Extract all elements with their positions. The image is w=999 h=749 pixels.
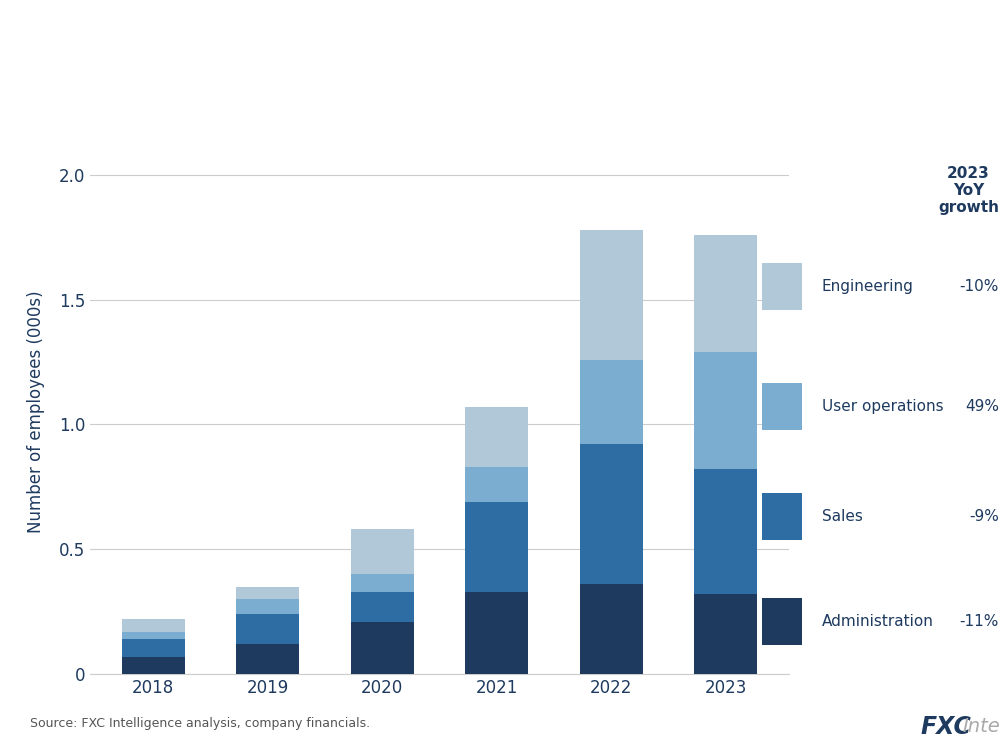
Bar xyxy=(694,594,757,674)
Bar xyxy=(351,530,414,574)
FancyBboxPatch shape xyxy=(761,494,802,541)
Bar xyxy=(122,657,185,674)
Bar xyxy=(579,230,643,360)
Bar xyxy=(351,574,414,592)
Text: 2023 International Stripe employee count declined in most areas: 2023 International Stripe employee count… xyxy=(30,34,999,61)
Y-axis label: Number of employees (000s): Number of employees (000s) xyxy=(27,291,45,533)
Bar xyxy=(236,614,300,644)
Text: 49%: 49% xyxy=(965,399,999,414)
Text: Stripe Payments International Holdings average yearly employees by segment: Stripe Payments International Holdings a… xyxy=(30,91,741,109)
Bar xyxy=(236,599,300,614)
Bar xyxy=(351,622,414,674)
Bar xyxy=(694,470,757,594)
Text: Administration: Administration xyxy=(821,614,933,629)
Text: Source: FXC Intelligence analysis, company financials.: Source: FXC Intelligence analysis, compa… xyxy=(30,718,370,730)
Bar xyxy=(466,467,528,502)
Bar xyxy=(122,631,185,639)
Bar xyxy=(579,360,643,444)
Bar xyxy=(351,592,414,622)
FancyBboxPatch shape xyxy=(761,263,802,310)
Bar xyxy=(122,619,185,631)
Text: Intelligence: Intelligence xyxy=(963,717,999,736)
Bar xyxy=(466,592,528,674)
FancyBboxPatch shape xyxy=(761,383,802,430)
Bar xyxy=(466,502,528,592)
Bar xyxy=(579,584,643,674)
Text: -11%: -11% xyxy=(960,614,999,629)
Text: FXC: FXC xyxy=(921,715,972,739)
Text: User operations: User operations xyxy=(821,399,943,414)
Text: Sales: Sales xyxy=(821,509,862,524)
Bar xyxy=(579,444,643,584)
Bar xyxy=(236,644,300,674)
Text: -10%: -10% xyxy=(960,279,999,294)
Text: Engineering: Engineering xyxy=(821,279,913,294)
Text: -9%: -9% xyxy=(969,509,999,524)
Bar xyxy=(122,639,185,657)
Bar xyxy=(466,407,528,467)
Bar xyxy=(694,352,757,470)
FancyBboxPatch shape xyxy=(761,598,802,645)
Bar xyxy=(694,234,757,352)
Text: 2023
YoY
growth: 2023 YoY growth xyxy=(938,166,999,215)
Bar xyxy=(236,586,300,599)
